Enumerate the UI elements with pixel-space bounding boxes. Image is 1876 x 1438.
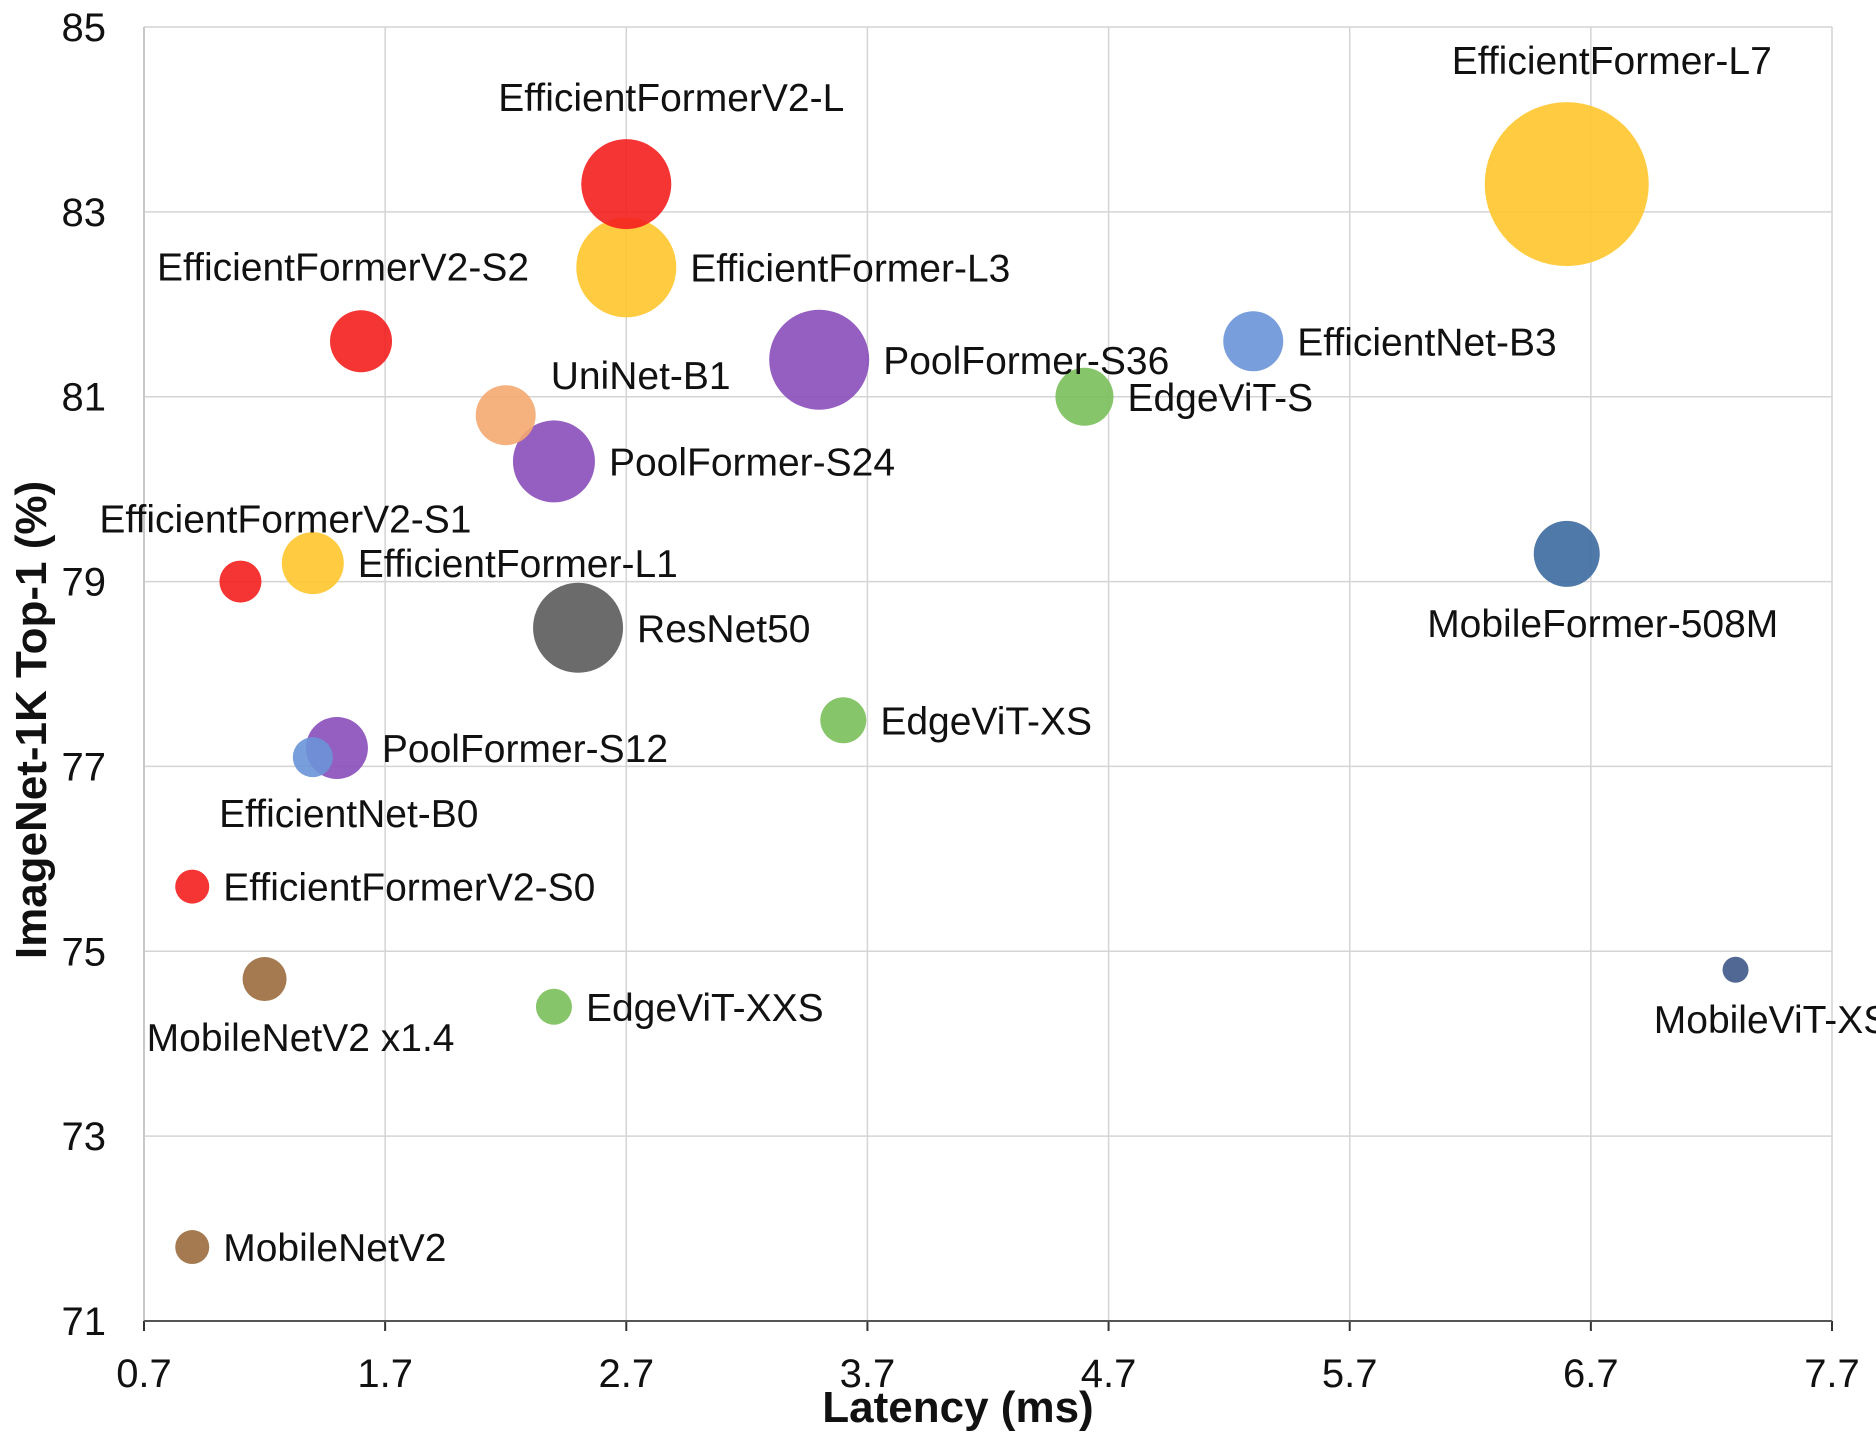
bubble [1055, 367, 1114, 426]
bubble-label: EfficientFormer-L3 [690, 247, 1010, 290]
x-tick-label: 6.7 [1563, 1352, 1619, 1396]
bubble-label: PoolFormer-S12 [382, 728, 668, 771]
bubble [533, 582, 624, 673]
bubble [292, 737, 333, 778]
x-tick-label: 3.7 [840, 1352, 896, 1396]
bubble [576, 217, 677, 318]
y-tick-label: 77 [62, 745, 107, 789]
data-bubbles [175, 102, 1749, 1265]
bubble-label: ResNet50 [637, 608, 810, 651]
bubble [1533, 520, 1600, 587]
bubble-label: EfficientFormerV2-L [498, 77, 844, 120]
bubble-label: EdgeViT-XXS [586, 987, 824, 1030]
bubble [475, 385, 536, 446]
bubble-label: MobileFormer-508M [1427, 603, 1778, 646]
bubble [242, 957, 287, 1002]
y-tick-label: 83 [62, 191, 107, 235]
x-tick-label: 2.7 [598, 1352, 654, 1396]
y-tick-label: 71 [62, 1300, 107, 1344]
x-tick-label: 5.7 [1322, 1352, 1378, 1396]
bubble [820, 697, 867, 744]
bubble-label: MobileNetV2 [223, 1227, 446, 1270]
bubble [1223, 311, 1284, 372]
bubble [175, 1230, 210, 1265]
bubble [281, 532, 344, 595]
bubble-label: EfficientFormerV2-S2 [157, 246, 529, 289]
y-tick-label: 81 [62, 376, 107, 420]
y-tick-label: 85 [62, 6, 107, 50]
bubble [330, 310, 393, 373]
bubble [1484, 102, 1649, 267]
bubble-label: EdgeViT-XS [880, 700, 1092, 743]
bubble-label: EdgeViT-S [1127, 377, 1313, 420]
bubble-label: PoolFormer-S36 [883, 340, 1169, 383]
tick-labels: 0.7 1.7 2.7 3.7 4.7 5.7 6.7 7.7 71 73 75 77 79 81 83 85 [62, 6, 1860, 1396]
x-tick-label: 4.7 [1081, 1352, 1137, 1396]
bubble-label: EfficientFormerV2-S0 [223, 867, 595, 910]
bubble [512, 420, 595, 503]
bubble-label: MobileNetV2 x1.4 [147, 1017, 455, 1060]
bubble [219, 560, 262, 603]
bubble-label: EfficientFormerV2-S1 [99, 499, 471, 542]
bubble-label: EfficientFormer-L1 [358, 543, 678, 586]
bubble [1722, 956, 1749, 983]
bubble-label: EfficientNet-B3 [1297, 321, 1556, 364]
bubble-label: MobileViT-XS [1654, 999, 1876, 1042]
axes [143, 27, 1833, 1331]
y-tick-label: 79 [62, 561, 107, 605]
bubble [581, 139, 672, 230]
data-labels: EfficientFormer-L7 EfficientFormerV2-L Eff… [99, 40, 1876, 1270]
bubble [769, 309, 870, 410]
y-tick-label: 75 [62, 930, 107, 974]
y-tick-label: 73 [62, 1115, 107, 1159]
x-tick-label: 0.7 [116, 1352, 172, 1396]
x-tick-label: 1.7 [357, 1352, 413, 1396]
bubble-label: EfficientNet-B0 [219, 793, 478, 836]
bubble [535, 988, 572, 1025]
y-axis-title: ImageNet-1K Top-1 (%) [7, 481, 56, 959]
bubble [175, 869, 210, 904]
x-tick-label: 7.7 [1804, 1352, 1860, 1396]
bubble-label: EfficientFormer-L7 [1452, 40, 1772, 83]
bubble-label: UniNet-B1 [551, 355, 731, 398]
bubble-label: PoolFormer-S24 [609, 441, 895, 484]
x-axis-title: Latency (ms) [822, 1383, 1093, 1432]
